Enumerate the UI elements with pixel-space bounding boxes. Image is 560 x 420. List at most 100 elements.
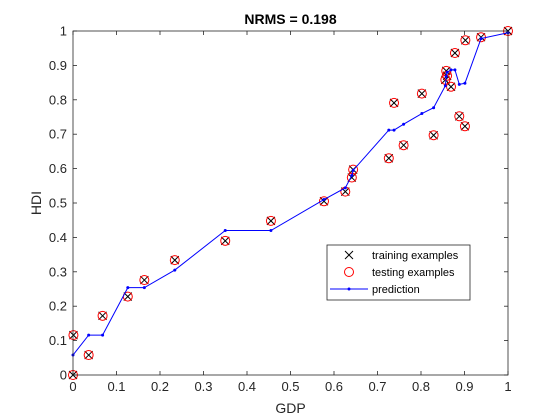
testing-point [346,172,357,183]
x-tick-label: 0.2 [151,379,169,394]
testing-point [416,88,427,99]
y-tick-label: 0.9 [49,58,67,73]
testing-point [348,164,359,175]
x-tick-label: 0.6 [325,379,343,394]
prediction-point [223,229,227,233]
prediction-point [87,333,91,337]
y-tick-labels: 0 0.1 0.2 0.3 0.4 0.5 0.6 0.7 0.8 0.9 1 [49,24,67,383]
training-point [170,255,180,265]
testing-point [318,196,329,207]
training-point [446,82,456,92]
x-tick-label: 0 [69,379,76,394]
training-point [461,35,470,45]
x-tick-label: 0.3 [194,379,212,394]
prediction-point [445,70,449,74]
training-point [460,121,470,131]
series-testing-examples [68,26,513,380]
prediction-point [350,173,354,177]
prediction-point [444,74,448,78]
prediction-point [432,106,436,110]
testing-point [220,235,231,246]
x-tick-label: 0.8 [412,379,430,394]
testing-point [139,275,150,286]
training-point [98,311,107,321]
prediction-point [420,112,424,116]
training-point [450,48,460,58]
y-tick-label: 0.3 [49,264,67,279]
data-layer [68,26,513,380]
testing-point [389,97,400,108]
prediction-point [443,84,447,88]
x-tick-label: 0.1 [107,379,125,394]
prediction-point [457,82,461,86]
testing-point [449,48,460,59]
y-tick-label: 0.7 [49,127,67,142]
testing-point [169,255,180,266]
y-tick-label: 0 [60,368,67,383]
prediction-point [142,286,146,290]
legend-marker-circle [344,267,354,277]
prediction-point [101,333,105,337]
prediction-point [402,122,406,126]
prediction-point [387,128,391,132]
series-prediction [71,31,510,357]
training-point [417,89,427,98]
training-point [266,216,276,226]
training-point [429,130,438,140]
y-tick-label: 0.8 [49,92,67,107]
testing-point [265,215,276,226]
legend-box [326,244,471,301]
testing-point [460,35,471,46]
legend-entry-training: training examples [344,250,459,262]
testing-point [83,350,94,361]
y-tick-label: 0.2 [49,299,67,314]
legend-label-testing: testing examples [372,267,455,279]
prediction-point [322,198,326,202]
prediction-point [463,81,467,85]
training-point [84,350,94,360]
y-tick-label: 0.4 [49,230,67,245]
y-tick-label: 0.5 [49,196,67,211]
y-tick-label: 0.6 [49,161,67,176]
testing-point [446,81,457,92]
testing-point [383,153,394,164]
training-point [123,292,133,301]
testing-point [97,310,108,321]
x-tick-label: 1 [504,379,511,394]
prediction-point [173,268,177,272]
training-point [220,236,230,246]
testing-point [459,121,470,132]
training-point [454,111,464,121]
training-point [69,330,78,340]
y-tick-label: 1 [60,24,67,39]
x-tick-labels: 0 0.1 0.2 0.3 0.4 0.5 0.6 0.7 0.8 0.9 1 [69,379,511,394]
testing-point [454,111,465,122]
prediction-point [351,168,355,172]
y-tick-label: 0.1 [49,333,67,348]
legend-marker-dot [347,287,351,291]
prediction-point [479,37,483,41]
legend: training examples testing examples predi… [326,244,471,301]
prediction-point [392,128,396,132]
plot-frame [72,30,509,376]
x-tick-label: 0.4 [238,379,256,394]
x-tick-label: 0.9 [455,379,473,394]
chart-title: NRMS = 0.198 [244,11,336,27]
testing-point [398,140,409,151]
testing-point [428,130,439,141]
prediction-point [269,229,273,233]
x-tick-label: 0.7 [368,379,386,394]
legend-marker-x [344,250,354,260]
legend-entry-testing: testing examples [344,267,455,279]
training-point [384,153,394,163]
training-point [399,140,408,150]
legend-label-training: training examples [372,250,459,262]
training-point [389,98,399,108]
prediction-point [343,186,347,190]
prediction-point [453,68,457,72]
prediction-point [126,286,130,290]
plot-area [73,31,508,375]
training-point [139,275,149,285]
legend-entry-prediction: prediction [330,284,420,296]
legend-label-prediction: prediction [372,284,420,296]
